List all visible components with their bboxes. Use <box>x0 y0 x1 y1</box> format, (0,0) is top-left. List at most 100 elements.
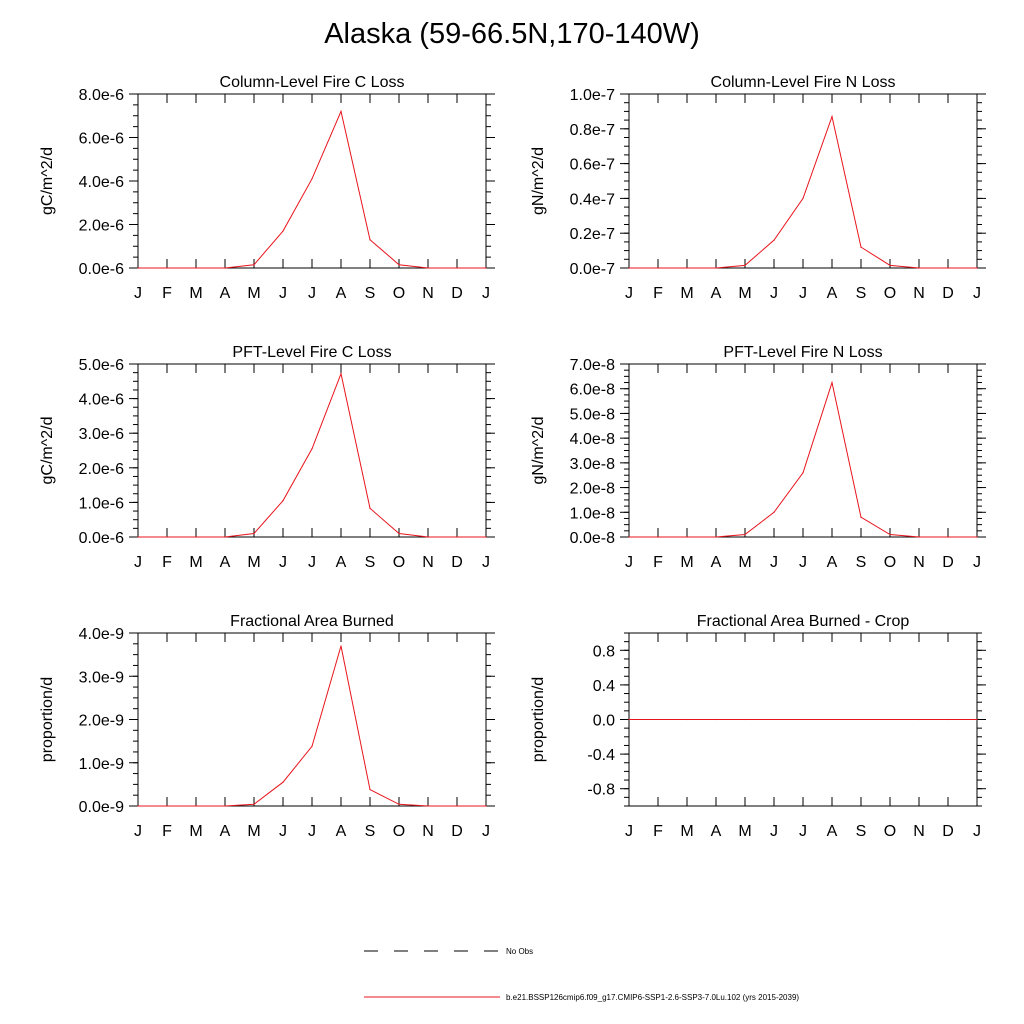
series-line <box>629 380 977 538</box>
data-point <box>224 805 226 807</box>
x-tick-label: D <box>942 823 954 840</box>
data-point <box>166 805 168 807</box>
data-point <box>137 267 139 269</box>
data-point <box>744 718 746 721</box>
data-point <box>485 805 487 807</box>
data-point <box>976 536 978 538</box>
y-tick-label: 0.0e-8 <box>570 530 615 547</box>
x-tick-label: N <box>913 823 925 840</box>
x-tick-label: J <box>308 823 316 840</box>
y-tick-label: -0.4 <box>587 747 615 764</box>
data-point <box>628 718 630 721</box>
data-point <box>628 267 630 269</box>
y-tick-label: 0.8 <box>593 643 615 660</box>
plot-frame <box>628 93 978 269</box>
x-tick-label: J <box>770 554 778 571</box>
y-tick-label: 2.0e-9 <box>79 713 124 730</box>
data-point <box>715 267 717 269</box>
data-point <box>947 536 949 538</box>
x-tick-label: M <box>247 823 260 840</box>
data-point <box>427 536 429 538</box>
plot-frame <box>137 363 487 538</box>
data-point <box>456 805 458 807</box>
x-tick-label: M <box>680 285 693 302</box>
x-tick-label: J <box>799 554 807 571</box>
data-point <box>311 448 313 450</box>
x-tick-label: J <box>482 823 490 840</box>
data-point <box>831 381 833 384</box>
x-tick-label: F <box>162 285 172 302</box>
chart-title: Fractional Area Burned <box>230 613 394 630</box>
legend-model-label: b.e21.BSSP126cmip6.f09_g17.CMIP6-SSP1-2.… <box>506 993 799 1002</box>
data-point <box>195 267 197 269</box>
y-tick-label: 3.0e-8 <box>570 456 615 473</box>
data-point <box>889 718 891 721</box>
x-tick-label: J <box>625 823 633 840</box>
x-tick-label: J <box>973 554 981 571</box>
x-tick-label: S <box>856 554 867 571</box>
y-tick-label: 8.0e-6 <box>79 87 124 104</box>
x-tick-label: A <box>711 823 722 840</box>
data-point <box>889 533 891 536</box>
x-tick-label: F <box>162 554 172 571</box>
y-tick-label: 7.0e-8 <box>570 357 615 374</box>
x-tick-label: M <box>738 554 751 571</box>
x-tick-label: F <box>653 285 663 302</box>
x-tick-label: S <box>856 823 867 840</box>
x-tick-label: M <box>738 285 751 302</box>
x-tick-label: A <box>711 285 722 302</box>
x-tick-label: M <box>189 823 202 840</box>
y-axis-label: gN/m^2/d <box>530 147 547 215</box>
data-point <box>686 267 688 269</box>
data-point <box>744 264 746 266</box>
x-tick-label: N <box>422 823 434 840</box>
data-point <box>485 267 487 269</box>
chart-title: PFT-Level Fire N Loss <box>723 344 882 361</box>
series-line <box>138 109 486 269</box>
x-tick-label: M <box>680 823 693 840</box>
y-tick-label: 4.0e-6 <box>79 392 124 409</box>
data-point <box>311 178 313 180</box>
data-point <box>456 267 458 269</box>
y-axis-label: proportion/d <box>530 677 547 762</box>
y-tick-label: 0.0e-6 <box>79 261 124 278</box>
x-tick-label: M <box>247 285 260 302</box>
y-tick-label: 0.8e-7 <box>570 122 615 139</box>
x-tick-label: J <box>308 285 316 302</box>
chart-title: Column-Level Fire C Loss <box>220 74 405 91</box>
series-line <box>138 645 486 807</box>
data-point <box>311 745 313 747</box>
data-point <box>773 511 775 513</box>
y-axis-label: gC/m^2/d <box>39 417 56 485</box>
data-point <box>253 264 255 266</box>
x-tick-label: J <box>279 823 287 840</box>
y-tick-label: 6.0e-8 <box>570 382 615 399</box>
data-point <box>137 536 139 538</box>
y-tick-label: 0.0e-6 <box>79 530 124 547</box>
x-tick-label: J <box>973 285 981 302</box>
data-point <box>918 267 920 269</box>
data-point <box>485 536 487 538</box>
data-point <box>253 532 255 535</box>
y-tick-label: 2.0e-8 <box>570 481 615 498</box>
data-point <box>889 264 891 266</box>
x-tick-label: A <box>711 554 722 571</box>
y-tick-label: 1.0e-6 <box>79 495 124 512</box>
plot-frame <box>137 93 487 269</box>
x-tick-label: S <box>856 285 867 302</box>
x-tick-label: J <box>482 285 490 302</box>
x-tick-label: A <box>827 285 838 302</box>
x-tick-label: D <box>942 554 954 571</box>
data-point <box>369 788 371 791</box>
y-axis-label: gC/m^2/d <box>39 147 56 215</box>
data-point <box>282 500 284 502</box>
data-point <box>773 718 775 721</box>
x-tick-label: F <box>653 823 663 840</box>
data-point <box>427 267 429 269</box>
data-point <box>976 718 978 721</box>
data-point <box>282 230 284 232</box>
data-point <box>427 805 429 807</box>
chart-title: PFT-Level Fire C Loss <box>232 344 391 361</box>
